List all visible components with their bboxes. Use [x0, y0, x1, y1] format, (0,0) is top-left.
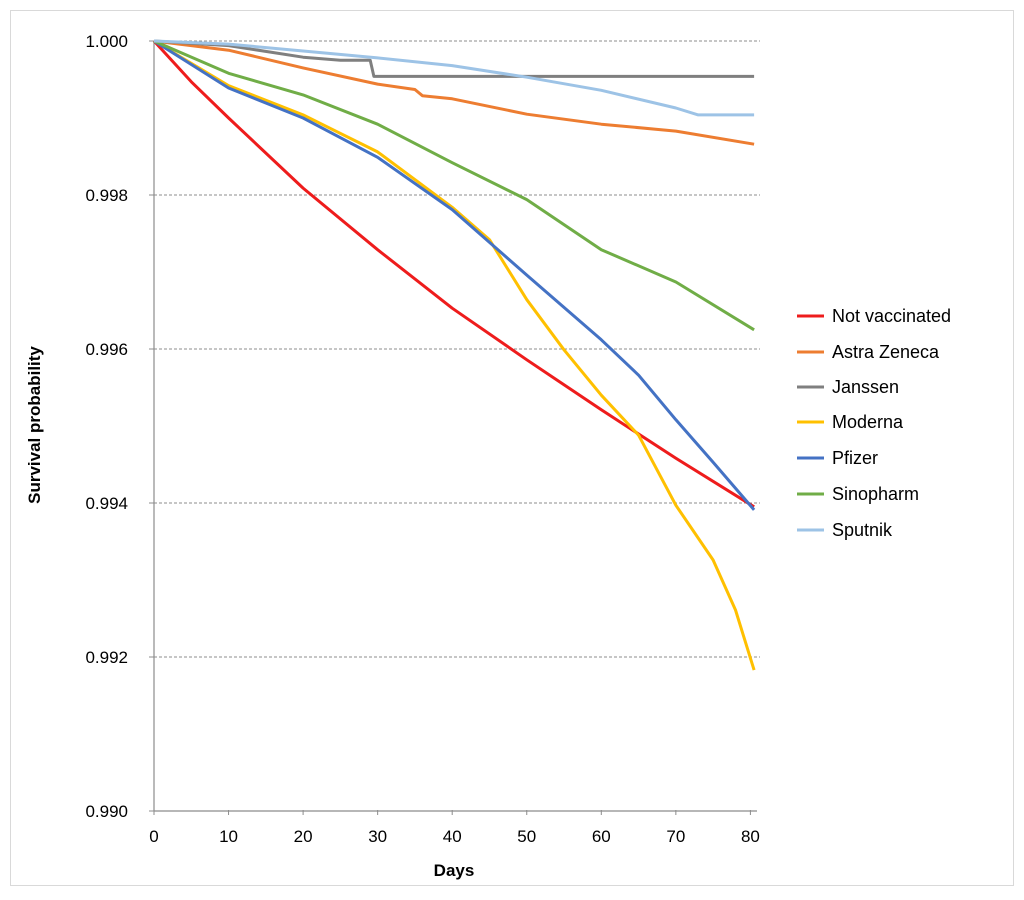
- legend: Not vaccinated Astra Zeneca Janssen Moderna…: [797, 306, 951, 540]
- y-tick-label: 0.994: [85, 494, 128, 513]
- legend-label: Sinopharm: [832, 484, 919, 504]
- legend-label: Pfizer: [832, 448, 878, 468]
- series-line-moderna: [153, 39, 756, 671]
- y-tick-label: 0.992: [85, 648, 128, 667]
- series-line-sputnik: [153, 39, 755, 117]
- x-axis-label: Days: [434, 861, 475, 880]
- x-tick-label: 50: [517, 827, 536, 846]
- y-tick-label: 0.996: [85, 340, 128, 359]
- x-tick-label: 20: [294, 827, 313, 846]
- y-axis-label: Survival probability: [25, 346, 44, 504]
- chart-border: [10, 10, 1014, 886]
- legend-label: Astra Zeneca: [832, 342, 940, 362]
- legend-label: Moderna: [832, 412, 904, 432]
- x-tick-label: 30: [368, 827, 387, 846]
- x-tick-label: 0: [149, 827, 158, 846]
- legend-label: Janssen: [832, 377, 899, 397]
- legend-label: Sputnik: [832, 520, 893, 540]
- x-tick-label: 70: [666, 827, 685, 846]
- y-tick-label: 0.990: [85, 802, 128, 821]
- x-tick-label: 10: [219, 827, 238, 846]
- x-tick-label: 80: [741, 827, 760, 846]
- x-tick-label: 60: [592, 827, 611, 846]
- y-tick-label: 0.998: [85, 186, 128, 205]
- series-line-sinopharm: [153, 39, 755, 332]
- x-tick-label: 40: [443, 827, 462, 846]
- y-tick-label: 1.000: [85, 32, 128, 51]
- legend-label: Not vaccinated: [832, 306, 951, 326]
- series-line-pfizer: [153, 39, 756, 511]
- series-line-astra-zeneca: [153, 39, 755, 146]
